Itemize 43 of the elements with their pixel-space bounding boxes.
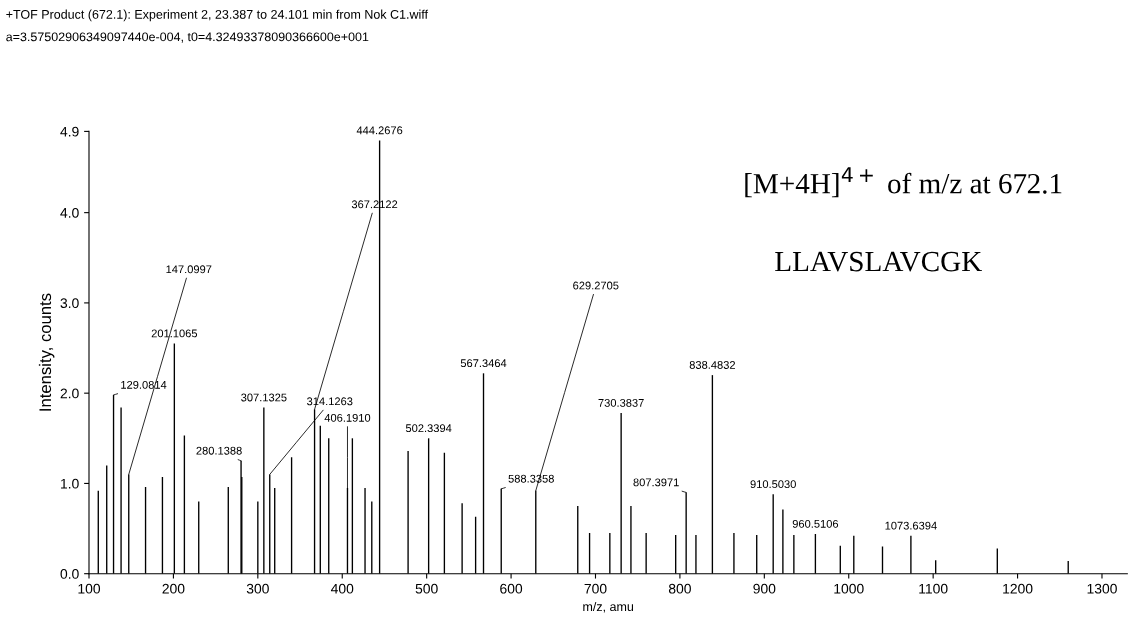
y-tick-label: 3.0: [60, 298, 79, 309]
annotation: 588.3358: [508, 474, 554, 483]
chart-title: +TOF Product (672.1): Experiment 2, 23.387 to 24.101 min from Nok C1.wiff: [6, 9, 429, 22]
y-tick-label: 4.0: [60, 207, 79, 218]
y-tick-label: 0.0: [60, 569, 79, 579]
x-tick-label: 1100: [919, 583, 948, 594]
annotation: [M+4H]$^{4+}$ of m/z at 672.1: [745, 167, 1062, 198]
annotation: 406.1910: [324, 413, 371, 422]
x-tick-label: 200: [162, 583, 185, 594]
x-tick-label: 500: [415, 583, 438, 594]
x-tick-label: 700: [584, 583, 607, 594]
annotation: 838.4832: [689, 361, 736, 369]
annotation: 910.5030: [750, 480, 796, 489]
annotation: 444.2676: [356, 126, 403, 135]
annotation: 147.0997: [166, 265, 212, 274]
x-tick-label: 1200: [1003, 583, 1033, 594]
annotation: 129.0814: [121, 380, 167, 389]
annotation: 201.1065: [151, 329, 198, 338]
annotation: 629.2705: [573, 281, 619, 290]
annotation: 730.3837: [598, 398, 644, 407]
y-tick-label: 1.0: [61, 478, 79, 489]
y-tick-label: 4.9: [60, 126, 79, 137]
x-tick-label: 600: [500, 583, 523, 594]
annotation: 807.3971: [633, 478, 679, 487]
x-tick-label: 100: [78, 583, 101, 594]
annotation: 314.1263: [307, 397, 353, 406]
x-tick-label: 800: [668, 583, 691, 594]
y-tick-label: 2.0: [60, 388, 79, 399]
y-axis-title: Intensity, counts: [38, 293, 55, 411]
x-tick-label: 1000: [834, 583, 864, 594]
x-tick-label: 400: [330, 583, 354, 594]
annotation: 502.3394: [405, 424, 452, 433]
annotation: 1073.6394: [885, 521, 937, 530]
annotation: LLAVSLAVCGK: [775, 251, 982, 272]
annotation: 307.1325: [241, 393, 287, 402]
x-tick-label: 1300: [1087, 583, 1117, 594]
x-tick-label: 300: [246, 583, 269, 594]
x-tick-label: 900: [753, 583, 776, 594]
annotation: 960.5106: [792, 519, 839, 528]
x-axis-title: m/z, amu: [583, 601, 634, 613]
annotation: 567.3464: [460, 359, 507, 368]
annotation: 280.1388: [196, 446, 242, 455]
chart-subtitle: a=3.57502906349097440e-004, t0=4.32493378090366600e+001: [6, 32, 369, 43]
